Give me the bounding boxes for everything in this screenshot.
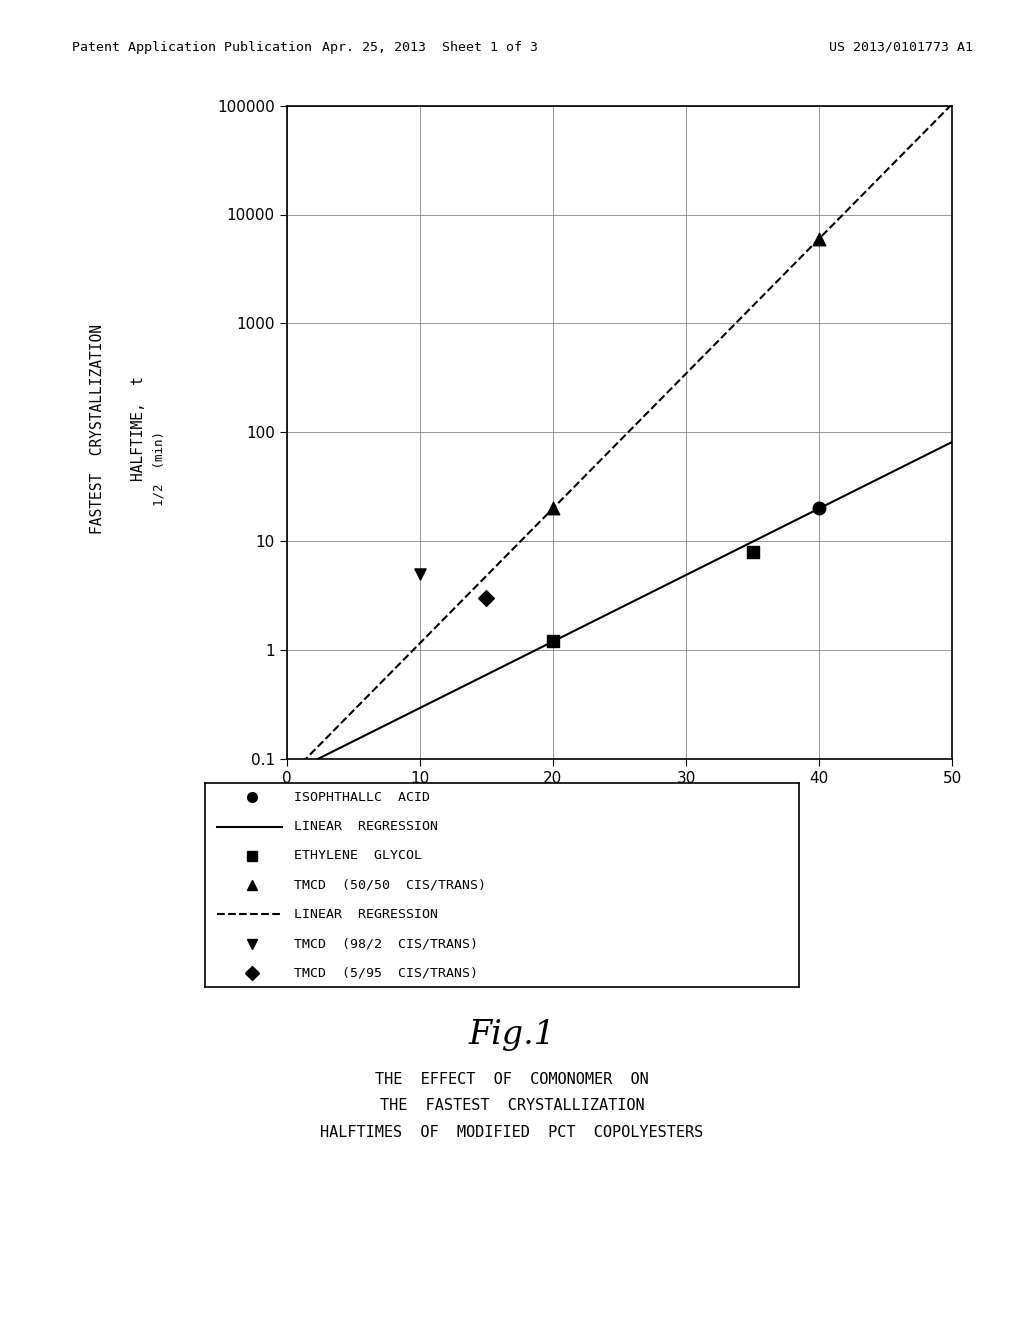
Text: THE  EFFECT  OF  COMONOMER  ON: THE EFFECT OF COMONOMER ON xyxy=(375,1072,649,1086)
Text: 1/2  (min): 1/2 (min) xyxy=(153,432,165,506)
Text: ETHYLENE  GLYCOL: ETHYLENE GLYCOL xyxy=(294,849,422,862)
Point xyxy=(478,587,495,609)
Point xyxy=(545,631,561,652)
Text: Patent Application Publication: Patent Application Publication xyxy=(72,41,311,54)
Text: HALFTIMES  OF  MODIFIED  PCT  COPOLYESTERS: HALFTIMES OF MODIFIED PCT COPOLYESTERS xyxy=(321,1125,703,1139)
Text: Fig.1: Fig.1 xyxy=(469,1019,555,1051)
Text: HALFTIME,  t: HALFTIME, t xyxy=(131,376,145,482)
Point xyxy=(412,564,428,585)
Text: TMCD  (98/2  CIS/TRANS): TMCD (98/2 CIS/TRANS) xyxy=(294,937,478,950)
Text: THE  FASTEST  CRYSTALLIZATION: THE FASTEST CRYSTALLIZATION xyxy=(380,1098,644,1113)
Point xyxy=(811,228,827,249)
Point xyxy=(545,498,561,519)
Text: ISOPHTHALLC  ACID: ISOPHTHALLC ACID xyxy=(294,791,430,804)
Text: US 2013/0101773 A1: US 2013/0101773 A1 xyxy=(828,41,973,54)
Text: TMCD  (5/95  CIS/TRANS): TMCD (5/95 CIS/TRANS) xyxy=(294,966,478,979)
Text: LINEAR  REGRESSION: LINEAR REGRESSION xyxy=(294,908,438,921)
Text: LINEAR  REGRESSION: LINEAR REGRESSION xyxy=(294,820,438,833)
Text: Apr. 25, 2013  Sheet 1 of 3: Apr. 25, 2013 Sheet 1 of 3 xyxy=(323,41,538,54)
Point xyxy=(744,541,761,562)
Text: TMCD  (50/50  CIS/TRANS): TMCD (50/50 CIS/TRANS) xyxy=(294,879,486,891)
Point xyxy=(811,498,827,519)
X-axis label: MOL% COMONOMER: MOL% COMONOMER xyxy=(544,800,695,817)
Text: FASTEST  CRYSTALLIZATION: FASTEST CRYSTALLIZATION xyxy=(90,323,104,535)
